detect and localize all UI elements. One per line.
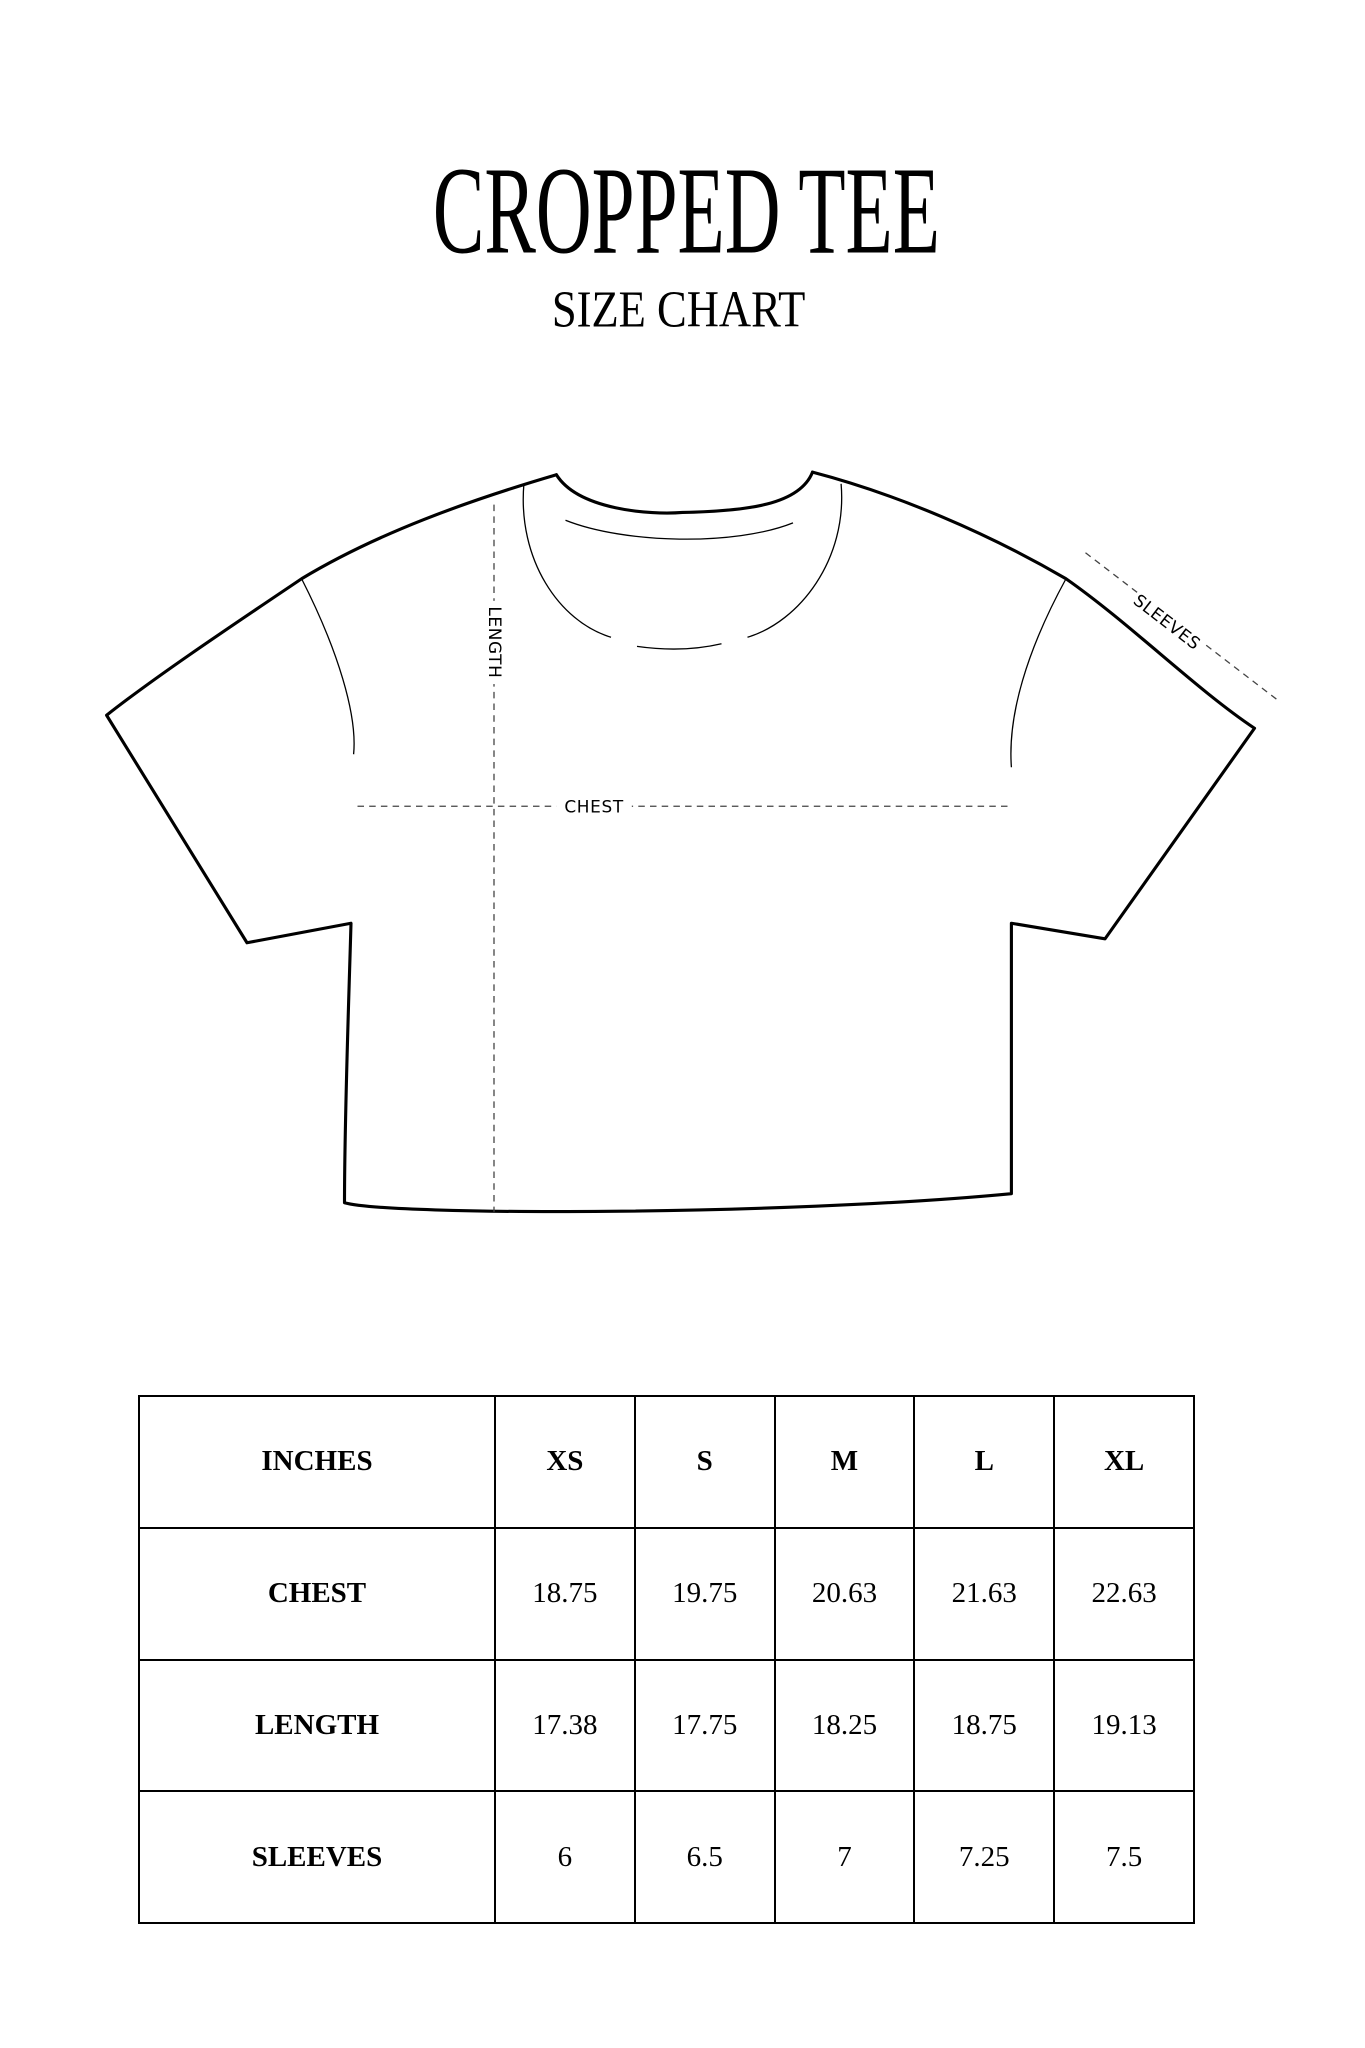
page-subtitle: SIZE CHART xyxy=(552,281,805,338)
row-label: CHEST xyxy=(138,1526,496,1661)
table-cell: 7 xyxy=(773,1790,916,1924)
row-label: LENGTH xyxy=(138,1658,496,1793)
table-cell: 7.5 xyxy=(1053,1790,1195,1924)
length-label: LENGTH xyxy=(485,606,505,678)
header-cell: S xyxy=(633,1395,776,1529)
table-cell: 20.63 xyxy=(773,1526,916,1661)
table-cell: 17.38 xyxy=(494,1658,636,1793)
table-cell: 19.75 xyxy=(633,1526,776,1661)
table-cell: 18.75 xyxy=(913,1658,1056,1793)
table-cell: 21.63 xyxy=(913,1526,1056,1661)
sleeves-label: SLEEVES xyxy=(1130,590,1205,654)
table-cell: 18.25 xyxy=(773,1658,916,1793)
table-cell: 7.25 xyxy=(913,1790,1056,1924)
table-cell: 6.5 xyxy=(633,1790,776,1924)
table-row: CHEST 18.75 19.75 20.63 21.63 22.63 xyxy=(138,1526,1195,1661)
table-cell: 19.13 xyxy=(1053,1658,1195,1793)
header-cell: XL xyxy=(1053,1395,1195,1529)
page-title: CROPPED TEE xyxy=(433,141,940,280)
table-cell: 18.75 xyxy=(494,1526,636,1661)
table-row: LENGTH 17.38 17.75 18.25 18.75 19.13 xyxy=(138,1658,1195,1793)
header-cell: L xyxy=(913,1395,1056,1529)
table-cell: 17.75 xyxy=(633,1658,776,1793)
table-cell: 6 xyxy=(494,1790,636,1924)
header-cell: INCHES xyxy=(138,1395,496,1529)
tee-outline xyxy=(105,470,1257,1214)
size-table: INCHES XS S M L XL CHEST 18.75 19.75 20.… xyxy=(138,1395,1195,1924)
table-row: SLEEVES 6 6.5 7 7.25 7.5 xyxy=(138,1790,1195,1924)
table-cell: 22.63 xyxy=(1053,1526,1195,1661)
table-header-row: INCHES XS S M L XL xyxy=(138,1395,1195,1529)
header-cell: XS xyxy=(494,1395,636,1529)
chest-label: CHEST xyxy=(564,797,623,817)
row-label: SLEEVES xyxy=(138,1790,496,1924)
header-cell: M xyxy=(773,1395,916,1529)
